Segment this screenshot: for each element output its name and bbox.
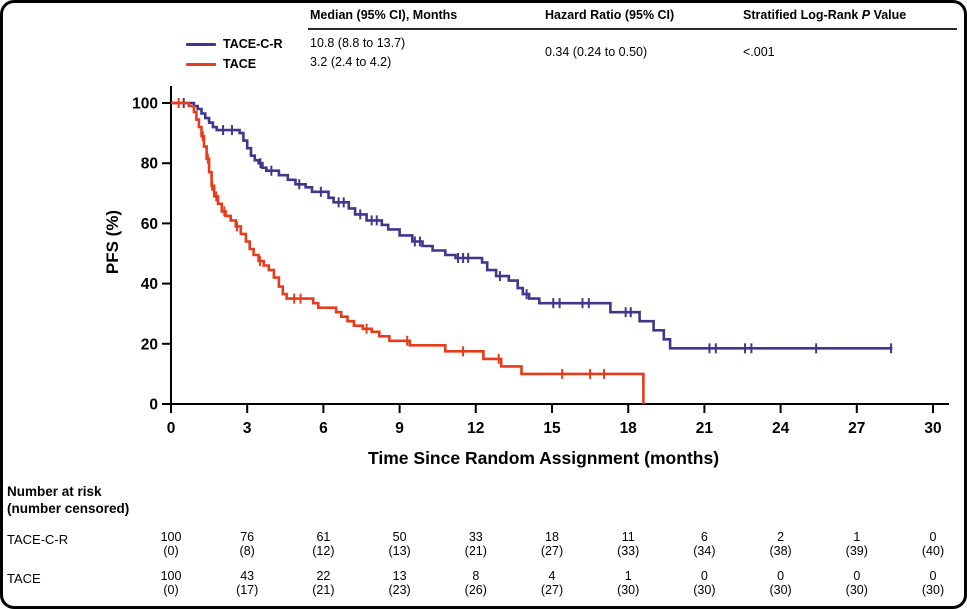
risk-value: 100 <box>160 530 182 544</box>
median-tace-c-r: 10.8 (8.8 to 13.7) <box>310 36 406 50</box>
legend-label-tace: TACE <box>223 57 257 71</box>
risk-value: 50 <box>392 530 407 544</box>
risk-censored: (23) <box>388 583 411 597</box>
risk-censored: (38) <box>769 544 792 558</box>
risk-row-label-tace: TACE <box>7 571 41 586</box>
risk-censored: (21) <box>464 544 487 558</box>
x-tick-label: 9 <box>395 420 404 437</box>
risk-row-label-tace-c-r: TACE-C-R <box>7 532 69 547</box>
x-tick-label: 12 <box>467 420 484 437</box>
risk-censored: (34) <box>693 544 716 558</box>
x-tick-label: 3 <box>243 420 252 437</box>
risk-censored: (0) <box>163 583 179 597</box>
risk-value: 100 <box>160 569 182 583</box>
x-tick-label: 15 <box>543 420 561 437</box>
risk-censored: (17) <box>236 583 259 597</box>
risk-censored: (30) <box>693 583 716 597</box>
risk-value: 43 <box>240 569 255 583</box>
y-tick-label: 40 <box>141 276 158 293</box>
risk-censored: (30) <box>617 583 640 597</box>
risk-censored: (40) <box>921 544 945 558</box>
risk-censored: (30) <box>921 583 945 597</box>
x-tick-label: 30 <box>924 420 941 437</box>
risk-censored: (30) <box>769 583 792 597</box>
risk-censored: (27) <box>540 583 564 597</box>
risk-value: 1 <box>853 530 861 544</box>
y-axis-title: PFS (%) <box>103 209 122 275</box>
x-axis-title: Time Since Random Assignment (months) <box>368 448 720 468</box>
risk-value: 22 <box>316 569 331 583</box>
y-tick-label: 60 <box>141 216 158 233</box>
x-tick-label: 6 <box>319 420 328 437</box>
summary-header-rule <box>308 28 957 30</box>
median-tace: 3.2 (2.4 to 4.2) <box>310 55 392 69</box>
risk-value: 18 <box>545 530 559 544</box>
x-tick-label: 0 <box>167 420 176 437</box>
risk-value: 0 <box>777 569 785 583</box>
risk-value: 33 <box>468 530 483 544</box>
p-value: <.001 <box>743 45 775 59</box>
risk-table-subtitle: (number censored) <box>7 501 130 516</box>
km-curve-tace <box>171 101 645 404</box>
risk-value: 0 <box>929 530 937 544</box>
risk-censored: (27) <box>540 544 564 558</box>
hazard-ratio-value: 0.34 (0.24 to 0.50) <box>545 45 648 59</box>
p-value-suffix: Value <box>870 8 907 22</box>
km-curve-tace-c-r <box>171 101 893 350</box>
legend-line-tace <box>186 63 216 66</box>
risk-value: 0 <box>929 569 937 583</box>
risk-value: 2 <box>777 530 785 544</box>
y-tick-label: 80 <box>141 156 158 173</box>
x-tick-label: 18 <box>620 420 638 437</box>
risk-censored: (12) <box>312 544 335 558</box>
risk-censored: (21) <box>312 583 335 597</box>
legend-line-tace-c-r <box>186 43 216 46</box>
risk-censored: (30) <box>845 583 868 597</box>
risk-table-title: Number at risk <box>7 484 102 499</box>
summary-col-median: Median (95% CI), Months <box>310 8 458 22</box>
x-tick-label: 21 <box>696 420 714 437</box>
risk-value: 8 <box>472 569 480 583</box>
y-tick-label: 20 <box>141 336 158 353</box>
y-tick-label: 100 <box>132 96 158 113</box>
p-value-italic-letter: P <box>861 8 871 22</box>
risk-value: 1 <box>624 569 632 583</box>
risk-censored: (26) <box>464 583 487 597</box>
risk-value: 0 <box>700 569 708 583</box>
summary-col-p-value: Stratified Log-Rank P Value <box>743 8 906 22</box>
risk-value: 6 <box>700 530 708 544</box>
y-tick-label: 0 <box>149 397 158 414</box>
risk-censored: (33) <box>617 544 640 558</box>
risk-value: 13 <box>392 569 407 583</box>
risk-censored: (13) <box>388 544 411 558</box>
risk-value: 11 <box>621 530 635 544</box>
risk-censored: (0) <box>163 544 179 558</box>
risk-censored: (39) <box>845 544 868 558</box>
risk-value: 61 <box>316 530 331 544</box>
risk-value: 76 <box>240 530 255 544</box>
risk-value: 0 <box>853 569 861 583</box>
summary-col-hazard-ratio: Hazard Ratio (95% CI) <box>545 8 675 22</box>
p-value-prefix: Stratified Log-Rank <box>743 8 862 22</box>
x-tick-label: 24 <box>772 420 790 437</box>
risk-censored: (8) <box>239 544 255 558</box>
risk-value: 4 <box>548 569 556 583</box>
legend-label-tace-c-r: TACE-C-R <box>223 37 283 51</box>
x-tick-label: 27 <box>848 420 865 437</box>
